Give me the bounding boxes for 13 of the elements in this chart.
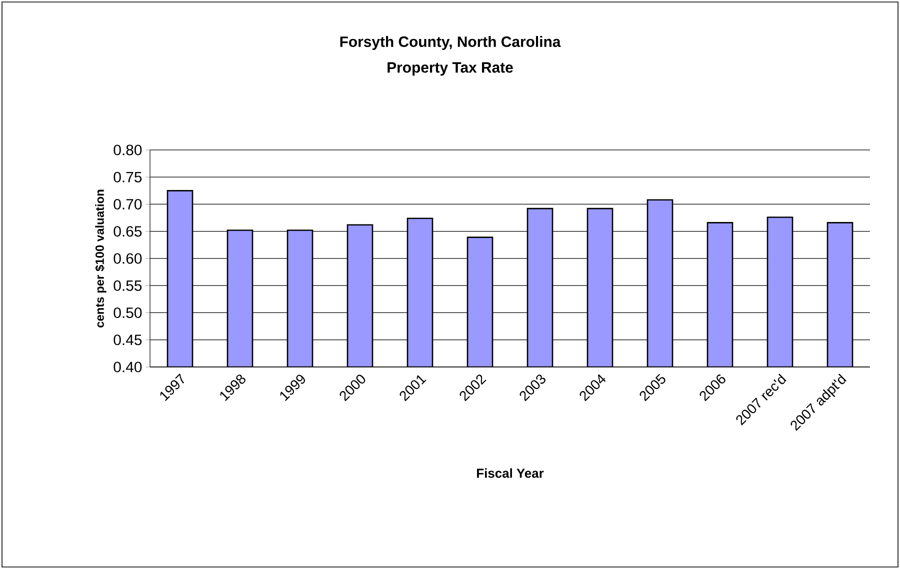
chart-title: Forsyth County, North Carolina bbox=[340, 36, 561, 50]
y-axis-title: cents per $100 valuation bbox=[94, 190, 106, 328]
y-tick-label: 0.75 bbox=[114, 172, 142, 182]
y-tick-label: 0.60 bbox=[114, 253, 142, 264]
y-tick-label: 0.40 bbox=[114, 362, 142, 372]
y-tick-label: 0.55 bbox=[114, 280, 142, 291]
y-tick-label: 0.80 bbox=[114, 144, 142, 156]
x-axis-title: Fiscal Year bbox=[477, 468, 544, 478]
y-tick-label: 0.45 bbox=[114, 334, 142, 346]
chart-subtitle: Property Tax Rate bbox=[388, 62, 513, 76]
y-tick-label: 0.70 bbox=[114, 198, 142, 210]
y-tick-label: 0.50 bbox=[114, 307, 142, 318]
y-tick-label: 0.65 bbox=[114, 226, 142, 237]
